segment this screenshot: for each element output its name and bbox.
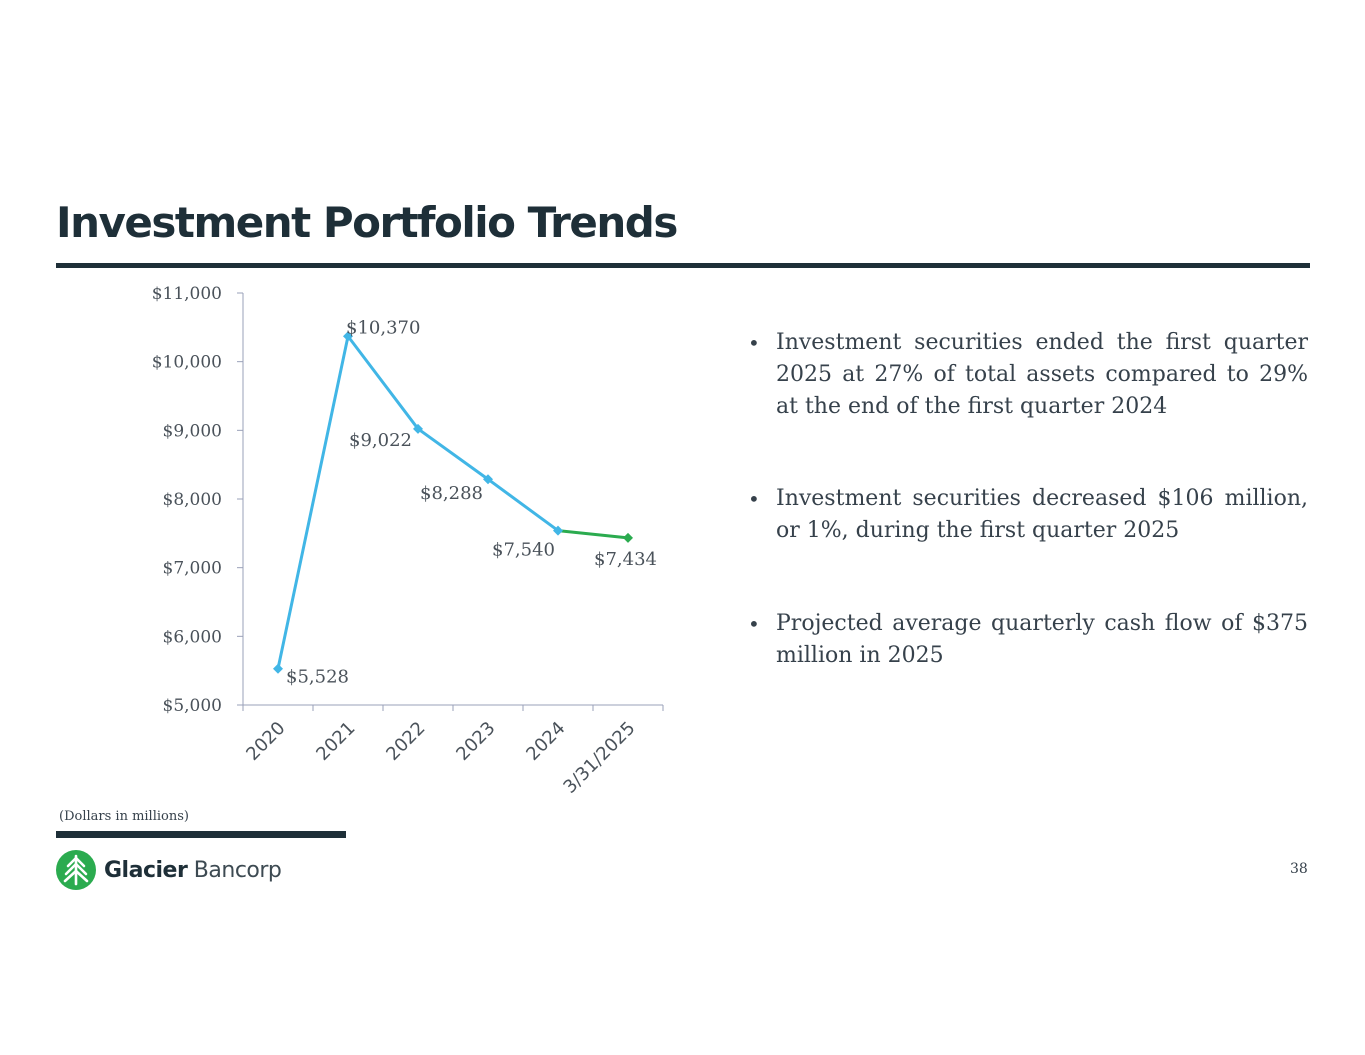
data-label: $9,022 — [349, 430, 412, 451]
title-divider — [56, 263, 1310, 268]
logo-name-light: Bancorp — [193, 857, 282, 883]
x-tick-label: 2024 — [522, 718, 569, 765]
footer-divider — [56, 831, 346, 838]
data-label: $5,528 — [286, 667, 349, 688]
logo-wordmark: Glacier Bancorp — [104, 857, 282, 883]
series-line-segment — [276, 334, 350, 671]
data-point — [413, 423, 423, 434]
data-point — [343, 331, 353, 342]
data-point — [483, 474, 493, 485]
series-line-segment — [556, 529, 630, 540]
company-logo: Glacier Bancorp — [55, 849, 282, 891]
tree-icon — [56, 850, 96, 890]
bullet-dot: • — [748, 487, 760, 511]
bullet-item: • Investment securities ended the first q… — [748, 327, 1308, 423]
x-tick-label: 2021 — [312, 718, 359, 765]
x-tick-label: 2023 — [452, 718, 499, 765]
data-label: $8,288 — [420, 483, 483, 504]
y-tick-label: $9,000 — [163, 421, 222, 441]
x-tick-label: 2022 — [382, 718, 429, 765]
data-label: $7,434 — [594, 549, 657, 570]
x-tick-label: 3/31/2025 — [559, 718, 639, 798]
x-tick-label: 2020 — [242, 718, 289, 765]
data-point — [273, 663, 283, 674]
page-number: 38 — [1290, 861, 1308, 877]
logo-name-bold: Glacier — [104, 857, 188, 883]
series-line-segment — [416, 427, 490, 481]
series-line-segment — [346, 334, 420, 431]
bullet-text: Investment securities decreased $106 mil… — [776, 486, 1308, 543]
data-label: $7,540 — [492, 540, 555, 561]
data-point — [553, 525, 563, 536]
bullet-list: • Investment securities ended the first q… — [748, 327, 1308, 732]
y-tick-label: $11,000 — [152, 284, 222, 304]
bullet-item: • Investment securities decreased $106 mi… — [748, 483, 1308, 547]
series-line-segment — [486, 477, 560, 533]
bullet-text: Investment securities ended the first qu… — [776, 330, 1308, 419]
data-point — [623, 532, 633, 543]
y-tick-label: $7,000 — [163, 559, 222, 579]
units-footnote: (Dollars in millions) — [59, 809, 189, 824]
bullet-dot: • — [748, 331, 760, 355]
y-tick-label: $6,000 — [163, 627, 222, 647]
y-tick-label: $10,000 — [152, 353, 222, 373]
data-label: $10,370 — [346, 317, 420, 338]
slide-title: Investment Portfolio Trends — [56, 198, 678, 247]
y-tick-label: $5,000 — [163, 696, 222, 716]
bullet-text: Projected average quarterly cash flow of… — [776, 611, 1308, 668]
y-tick-label: $8,000 — [163, 490, 222, 510]
bullet-item: • Projected average quarterly cash flow o… — [748, 608, 1308, 672]
bullet-dot: • — [748, 612, 760, 636]
